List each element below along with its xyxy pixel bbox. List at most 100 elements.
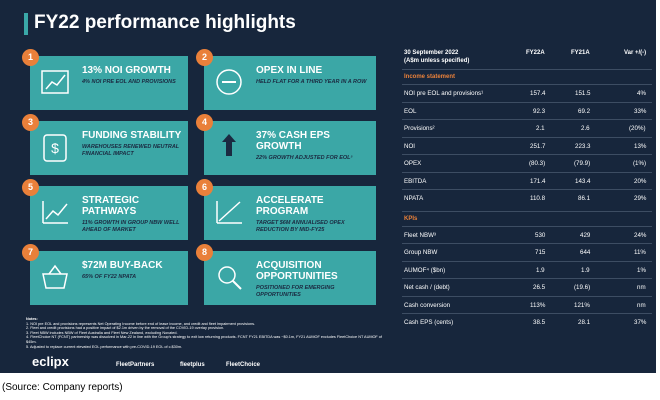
table-value: 429 bbox=[580, 231, 591, 239]
card-title: STRATEGIC PATHWAYS 11% GROWTH IN GROUP NB… bbox=[82, 195, 182, 234]
svg-text:$: $ bbox=[51, 140, 59, 156]
table-value: 2.1 bbox=[536, 125, 545, 132]
card-number: 4 bbox=[196, 114, 213, 131]
card-subtitle: 11% GROWTH IN GROUP NBW WELL AHEAD OF MA… bbox=[82, 220, 180, 233]
row-rule bbox=[402, 313, 652, 314]
card-title: ACCELERATE PROGRAM TARGET $6M ANNUALISED … bbox=[256, 195, 370, 234]
results-table: 30 September 2022 (A$m unless specified) F… bbox=[402, 44, 652, 344]
row-label: NOI pre EOL and provisions¹ bbox=[404, 90, 484, 97]
table-value: 121% bbox=[574, 301, 590, 309]
row-label: NOI bbox=[404, 142, 416, 150]
row-label: Cash EPS (cents) bbox=[404, 319, 454, 326]
logo: fleetplus bbox=[180, 362, 205, 368]
card-icon bbox=[41, 70, 69, 94]
table-value: 223.3 bbox=[575, 142, 591, 150]
table-value: 1% bbox=[637, 266, 646, 274]
card-subtitle: TARGET $6M ANNUALISED OPEX REDUCTION BY … bbox=[256, 220, 345, 233]
card-number: 2 bbox=[196, 49, 213, 66]
row-rule bbox=[402, 119, 652, 120]
logo: eclipx bbox=[32, 354, 69, 369]
card-number: 8 bbox=[196, 244, 213, 261]
highlight-card: 2 OPEX IN LINE HELD FLAT FOR A THIRD YEAR … bbox=[196, 49, 376, 110]
table-value: 20% bbox=[634, 177, 647, 185]
column-header: Var +/(-) bbox=[624, 50, 647, 56]
row-label: AUMOF⁴ ($bn) bbox=[404, 266, 446, 274]
card-subtitle: POSITIONED FOR EMERGING OPPORTUNITIES bbox=[256, 285, 335, 298]
card-icon bbox=[216, 69, 242, 95]
card-title-text: 37% CASH EPS GROWTH bbox=[256, 130, 330, 152]
highlight-card: 4 37% CASH EPS GROWTH 22% GROWTH ADJUSTED … bbox=[196, 114, 376, 175]
table-value: 143.4 bbox=[575, 177, 591, 185]
table-value: 530 bbox=[535, 231, 546, 239]
row-label: Group NBW bbox=[404, 249, 438, 256]
card-icon bbox=[218, 266, 242, 290]
highlight-card: 8 ACQUISITION OPPORTUNITIES POSITIONED FOR… bbox=[196, 244, 376, 305]
card-title: 37% CASH EPS GROWTH 22% GROWTH ADJUSTED F… bbox=[256, 130, 370, 162]
card-subtitle: WAREHOUSES RENEWED NEUTRAL FINANCIAL IMP… bbox=[82, 144, 180, 157]
row-rule bbox=[402, 154, 652, 155]
card-number: 6 bbox=[196, 179, 213, 196]
highlight-card: 1 13% NOI GROWTH 4% NOI PRE EOL AND PROVIS… bbox=[22, 49, 188, 110]
row-label: Provisions² bbox=[404, 125, 435, 132]
row-rule bbox=[402, 69, 652, 70]
notes-title: Notes: bbox=[26, 317, 38, 321]
row-rule bbox=[402, 189, 652, 190]
table-value: 644 bbox=[580, 249, 591, 256]
table-value: (20%) bbox=[629, 125, 646, 132]
row-label: NPATA bbox=[404, 195, 424, 202]
row-label: Fleet NBW³ bbox=[404, 231, 436, 239]
card-icon: $ bbox=[43, 134, 67, 162]
note: 2. Fleet and credit provisions had a pos… bbox=[26, 326, 225, 331]
slide-title: FY22 performance highlights bbox=[34, 12, 296, 33]
card-number: 1 bbox=[22, 49, 39, 66]
slide: FY22 performance highlights 1 13% NOI GRO… bbox=[0, 0, 656, 373]
highlight-card: 7 $72M BUY-BACK 65% OF FY22 NPATA bbox=[22, 244, 188, 305]
note: 4. FleetChoice NT (FCNT) partnership was… bbox=[26, 335, 382, 344]
note: 1. NOI pre EOL and provisions represents… bbox=[26, 321, 256, 326]
card-icon bbox=[216, 201, 242, 224]
notes: Notes: 1. NOI pre EOL and provisions repr… bbox=[26, 317, 386, 349]
card-subtitle: 65% OF FY22 NPATA bbox=[82, 274, 137, 280]
table-value: 2.6 bbox=[581, 125, 590, 132]
card-subtitle: HELD FLAT FOR A THIRD YEAR IN A ROW bbox=[256, 79, 367, 85]
table-value: (1%) bbox=[633, 160, 647, 167]
table-value: (80.3) bbox=[529, 160, 546, 167]
card-number: 7 bbox=[22, 244, 39, 261]
table-value: (19.6) bbox=[574, 284, 591, 291]
table-value: 86.1 bbox=[578, 195, 591, 202]
table-value: nm bbox=[637, 301, 646, 309]
row-rule bbox=[402, 243, 652, 244]
card-title-text: ACCELERATE PROGRAM bbox=[256, 195, 324, 217]
card-title-text: STRATEGIC PATHWAYS bbox=[82, 195, 140, 217]
table-value: 151.5 bbox=[575, 90, 591, 97]
table-value: 113% bbox=[530, 301, 546, 309]
section-title: Income statement bbox=[404, 74, 456, 80]
table-value: 37% bbox=[634, 319, 647, 326]
card-subtitle: 22% GROWTH ADJUSTED FOR EOL⁵ bbox=[256, 155, 353, 161]
row-rule bbox=[402, 225, 652, 227]
note: 5. Adjusted to replace current elevated … bbox=[26, 344, 183, 349]
table-value: 110.8 bbox=[530, 195, 546, 202]
table-value: 69.2 bbox=[578, 107, 591, 115]
row-label: Cash conversion bbox=[404, 301, 451, 309]
card-title: OPEX IN LINE HELD FLAT FOR A THIRD YEAR I… bbox=[256, 65, 370, 86]
card-icon bbox=[222, 134, 236, 156]
card-title-text: OPEX IN LINE bbox=[256, 65, 323, 76]
table-value: 1.9 bbox=[536, 266, 545, 274]
card-title: $72M BUY-BACK 65% OF FY22 NPATA bbox=[82, 260, 182, 281]
highlight-card: 5 STRATEGIC PATHWAYS 11% GROWTH IN GROUP N… bbox=[22, 179, 188, 240]
logo: FleetPartners bbox=[116, 362, 155, 368]
table-value: 38.5 bbox=[533, 319, 546, 326]
column-header: FY21A bbox=[571, 50, 590, 56]
table-value: 26.5 bbox=[533, 284, 546, 291]
table-value: 157.4 bbox=[530, 90, 546, 97]
table-value: 28.1 bbox=[578, 319, 591, 326]
logo: FleetChoice bbox=[226, 362, 261, 368]
section-title: KPIs bbox=[404, 215, 418, 222]
row-rule bbox=[402, 136, 652, 138]
card-title: 13% NOI GROWTH 4% NOI PRE EOL AND PROVISI… bbox=[82, 65, 182, 86]
card-subtitle: 4% NOI PRE EOL AND PROVISIONS bbox=[82, 79, 176, 85]
row-label: EBITDA bbox=[404, 177, 427, 185]
table-value: 4% bbox=[637, 90, 646, 97]
